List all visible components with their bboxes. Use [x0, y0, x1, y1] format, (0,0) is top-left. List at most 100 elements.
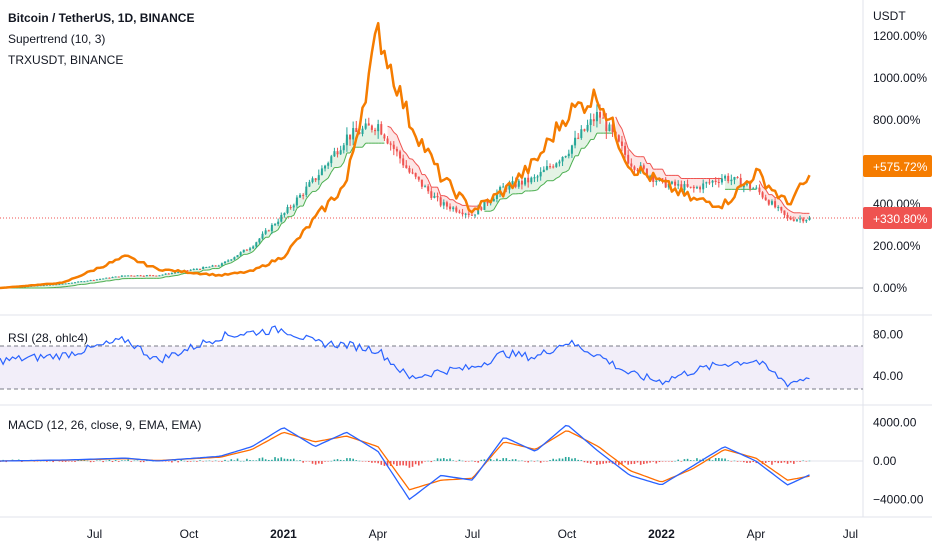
- macd-hist-bar: [21, 461, 23, 462]
- candle-body: [624, 145, 627, 155]
- macd-hist-bar: [383, 461, 386, 466]
- macd-hist-bar: [608, 461, 611, 463]
- macd-hist-bar: [89, 461, 92, 463]
- macd-hist-bar: [221, 461, 223, 462]
- supertrend-line: [246, 252, 251, 255]
- supertrend-line: [159, 277, 163, 279]
- supertrend-label[interactable]: Supertrend (10, 3): [8, 32, 105, 46]
- candle-body: [345, 134, 348, 146]
- supertrend-line: [677, 175, 682, 179]
- candle-body: [199, 268, 202, 270]
- compare-symbol-label[interactable]: TRXUSDT, BINANCE: [8, 53, 123, 67]
- macd-hist-bar: [377, 461, 379, 464]
- candle-body: [767, 200, 770, 205]
- macd-hist-bar: [408, 461, 411, 468]
- time-tick-label: Apr: [747, 527, 766, 541]
- candle-body: [155, 275, 158, 277]
- price-tick-label: 1000.00%: [873, 71, 927, 85]
- supertrend-line: [340, 162, 345, 168]
- candle-body: [470, 214, 473, 216]
- supertrend-line: [390, 127, 395, 133]
- candle-body: [95, 279, 98, 281]
- candle-body: [542, 169, 545, 172]
- macd-hist-bar: [733, 460, 736, 462]
- macd-hist-bar: [261, 457, 264, 461]
- candle-body: [233, 257, 236, 260]
- macd-hist-bar: [74, 461, 76, 462]
- candle-body: [308, 182, 311, 187]
- macd-hist-bar: [639, 461, 642, 465]
- candle-body: [780, 207, 783, 211]
- macd-label[interactable]: MACD (12, 26, close, 9, EMA, EMA): [8, 418, 201, 432]
- macd-hist-bar: [317, 461, 320, 464]
- candle-body: [717, 181, 720, 183]
- candle-body: [477, 207, 480, 215]
- candle-body: [670, 181, 673, 184]
- supertrend-fill: [796, 212, 801, 220]
- supertrend-line: [277, 223, 282, 230]
- macd-hist-bar: [449, 458, 451, 461]
- candle-body: [474, 214, 477, 216]
- candle-body: [289, 207, 292, 209]
- macd-hist-bar: [52, 461, 54, 463]
- candle-body: [380, 124, 383, 135]
- candle-body: [627, 154, 630, 164]
- rsi-label[interactable]: RSI (28, ohlc4): [8, 331, 88, 345]
- candle-body: [124, 275, 127, 277]
- candle-body: [608, 124, 611, 132]
- macd-hist-bar: [508, 460, 511, 461]
- candle-body: [164, 273, 167, 275]
- candle-body: [742, 184, 745, 188]
- candle-body: [652, 176, 655, 182]
- candle-body: [208, 266, 211, 268]
- candle-body: [83, 281, 86, 283]
- candle-body: [439, 197, 442, 206]
- candle-body: [283, 212, 286, 216]
- macd-hist-bar: [649, 461, 651, 463]
- rsi-axis-ticks[interactable]: 80.00 40.00: [873, 327, 903, 383]
- supertrend-fill: [637, 156, 641, 171]
- macd-hist-bar: [711, 460, 714, 461]
- macd-layer: [0, 424, 811, 501]
- candle-body: [386, 138, 389, 144]
- macd-hist-bar: [442, 458, 445, 461]
- supertrend-line: [771, 194, 776, 199]
- macd-hist-bar: [396, 461, 398, 466]
- macd-hist-bar: [367, 461, 370, 462]
- supertrend-fill: [806, 213, 810, 220]
- candle-body: [736, 177, 739, 179]
- macd-hist-bar: [671, 461, 673, 462]
- time-axis-ticks[interactable]: Jul Oct 2021 Apr Jul Oct 2022 Apr Jul: [87, 527, 858, 541]
- macd-hist-bar: [439, 458, 442, 461]
- macd-axis-ticks[interactable]: 4000.00 0.00 −4000.00: [873, 416, 924, 507]
- candle-body: [70, 282, 73, 284]
- candle-body: [389, 143, 392, 145]
- macd-hist-bar: [224, 459, 226, 461]
- macd-hist-bar: [277, 458, 279, 461]
- candle-body: [520, 180, 523, 185]
- supertrend-line: [315, 188, 320, 192]
- supertrend-line: [446, 196, 451, 201]
- supertrend-line: [587, 139, 592, 145]
- macd-hist-bar: [358, 460, 361, 462]
- supertrend-line: [103, 280, 107, 283]
- supertrend-fill: [412, 159, 416, 177]
- candle-body: [77, 281, 80, 283]
- supertrend-line: [118, 278, 123, 281]
- candle-body: [395, 148, 398, 152]
- candle-body: [311, 178, 314, 183]
- supertrend-line: [584, 144, 588, 149]
- macd-hist-bar: [361, 461, 364, 462]
- supertrend-line: [255, 244, 260, 249]
- supertrend-fill: [584, 124, 588, 149]
- macd-hist-bar: [689, 460, 692, 461]
- supertrend-fill: [290, 205, 294, 217]
- macd-hist-bar: [589, 461, 592, 464]
- candle-body: [161, 274, 164, 276]
- candle-body: [795, 219, 798, 221]
- candle-body: [705, 182, 708, 184]
- macd-hist-bar: [236, 458, 239, 461]
- symbol-title[interactable]: Bitcoin / TetherUS, 1D, BINANCE: [8, 11, 194, 25]
- supertrend-line: [618, 123, 623, 130]
- macd-hist-bar: [618, 461, 620, 466]
